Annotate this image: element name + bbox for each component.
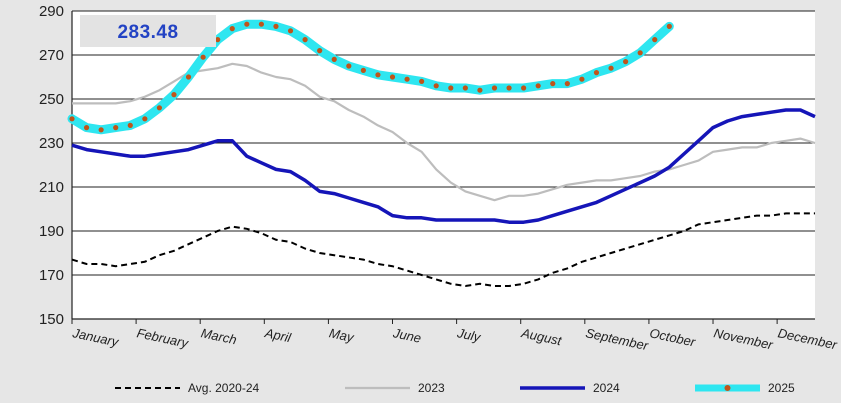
data-point-2025 xyxy=(142,116,148,122)
data-point-2025 xyxy=(637,50,643,56)
latest-value-callout: 283.48 xyxy=(80,15,216,47)
data-point-2025 xyxy=(652,37,658,43)
legend-item-avg: Avg. 2020-24 xyxy=(115,381,259,395)
data-point-2025 xyxy=(491,85,498,91)
data-point-2025 xyxy=(521,85,527,91)
y-tick-label: 150 xyxy=(39,311,64,328)
data-point-2025 xyxy=(273,23,279,29)
data-point-2025 xyxy=(83,125,90,131)
data-point-2025 xyxy=(506,85,512,91)
x-tick-label-october: October xyxy=(648,325,697,349)
data-point-2025 xyxy=(229,26,235,32)
data-point-2025 xyxy=(550,81,556,87)
data-point-2025 xyxy=(156,105,163,111)
legend-label: 2025 xyxy=(768,381,795,395)
x-tick-label-september: September xyxy=(584,325,650,353)
legend-label: 2023 xyxy=(418,381,445,395)
data-point-2025 xyxy=(404,76,410,82)
data-point-2025 xyxy=(462,85,468,91)
data-point-2025 xyxy=(666,23,672,29)
series xyxy=(67,19,816,288)
data-point-2025 xyxy=(287,28,294,34)
legend-label: Avg. 2020-24 xyxy=(188,381,259,395)
callout-value: 283.48 xyxy=(117,22,178,43)
plot-area xyxy=(72,11,815,319)
legend-marker xyxy=(724,385,731,391)
data-point-2025 xyxy=(389,74,396,80)
y-tick-label: 290 xyxy=(39,3,64,20)
x-tick-label-march: March xyxy=(200,325,238,347)
data-point-2025 xyxy=(317,48,323,54)
x-tick-label-february: February xyxy=(135,325,190,351)
data-point-2025 xyxy=(564,81,570,87)
y-tick-label: 230 xyxy=(39,135,64,152)
x-tick-label-august: August xyxy=(519,325,564,349)
series-line-avg xyxy=(71,212,815,288)
x-tick-label-december: December xyxy=(776,325,838,352)
data-point-2025 xyxy=(302,37,308,43)
data-point-2025 xyxy=(360,67,366,73)
data-point-2025 xyxy=(244,21,250,27)
x-tick-label-november: November xyxy=(712,325,774,352)
data-point-2025 xyxy=(433,83,439,89)
grid xyxy=(72,10,815,276)
data-point-2025 xyxy=(579,76,585,82)
series-y2024 xyxy=(71,108,816,224)
callout-box xyxy=(80,15,216,47)
series-avg xyxy=(71,212,815,288)
data-point-2025 xyxy=(535,83,541,89)
legend-item-y2023: 2023 xyxy=(345,381,445,395)
data-point-2025 xyxy=(113,125,119,131)
data-point-2025 xyxy=(419,78,425,84)
data-point-2025 xyxy=(477,87,483,93)
legend-label: 2024 xyxy=(593,381,620,395)
y-tick-label: 210 xyxy=(39,179,64,196)
data-point-2025 xyxy=(258,21,264,27)
legend-item-y2024: 2024 xyxy=(520,381,620,395)
legend: Avg. 2020-24 2023 2024 2025 xyxy=(115,381,795,395)
data-point-2025 xyxy=(215,37,221,43)
x-tick-label-april: April xyxy=(263,325,294,346)
series-y2025 xyxy=(67,19,674,135)
data-point-2025 xyxy=(608,65,614,71)
data-point-2025 xyxy=(171,92,177,98)
x-tick-label-july: July xyxy=(455,325,483,345)
data-point-2025 xyxy=(98,127,104,133)
y-tick-label: 250 xyxy=(39,91,64,108)
y-tick-label: 190 xyxy=(39,223,64,240)
data-point-2025 xyxy=(593,70,600,76)
data-point-2025 xyxy=(346,63,352,69)
x-tick-label-may: May xyxy=(328,325,357,345)
data-point-2025 xyxy=(448,85,454,91)
data-point-2025 xyxy=(127,122,133,128)
data-point-2025 xyxy=(623,59,629,65)
data-point-2025 xyxy=(331,56,337,63)
legend-item-y2025: 2025 xyxy=(695,381,795,395)
y-tick-label: 170 xyxy=(39,267,64,284)
data-point-2025 xyxy=(69,116,75,122)
x-tick-label-june: June xyxy=(391,325,423,346)
y-tick-label: 270 xyxy=(39,47,64,64)
data-point-2025 xyxy=(200,54,206,60)
x-tick-label-january: January xyxy=(70,325,121,350)
data-point-2025 xyxy=(185,74,192,80)
data-point-2025 xyxy=(375,72,381,78)
series-line-y2024 xyxy=(71,108,816,224)
